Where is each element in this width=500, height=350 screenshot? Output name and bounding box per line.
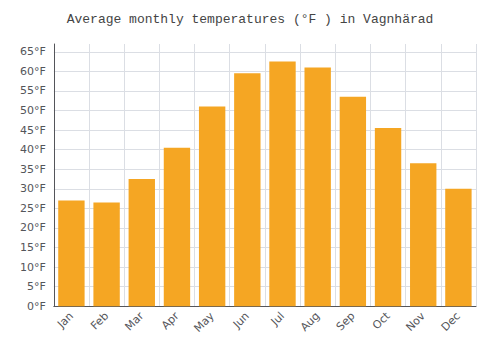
svg-text:50°F: 50°F: [20, 104, 46, 117]
svg-text:5°F: 5°F: [27, 280, 46, 293]
svg-text:40°F: 40°F: [20, 143, 46, 156]
svg-text:Apr: Apr: [159, 309, 182, 332]
svg-text:May: May: [191, 309, 217, 335]
svg-text:60°F: 60°F: [20, 65, 46, 78]
svg-text:Nov: Nov: [403, 309, 428, 334]
svg-text:Aug: Aug: [298, 310, 322, 334]
svg-text:Jun: Jun: [230, 310, 252, 332]
svg-text:Feb: Feb: [88, 310, 111, 333]
svg-text:25°F: 25°F: [20, 202, 46, 215]
svg-text:15°F: 15°F: [20, 241, 46, 254]
svg-text:Mar: Mar: [123, 309, 147, 333]
svg-text:Sep: Sep: [334, 310, 358, 334]
svg-text:65°F: 65°F: [20, 45, 46, 58]
svg-text:20°F: 20°F: [20, 221, 46, 234]
svg-text:55°F: 55°F: [20, 84, 46, 97]
svg-text:Oct: Oct: [370, 309, 393, 332]
svg-text:30°F: 30°F: [20, 182, 46, 195]
svg-text:35°F: 35°F: [20, 163, 46, 176]
svg-text:Average monthly temperatures (: Average monthly temperatures (°F ) in Va…: [67, 12, 434, 27]
svg-text:Jan: Jan: [54, 310, 76, 332]
svg-text:45°F: 45°F: [20, 124, 46, 137]
svg-text:Jul: Jul: [268, 310, 287, 329]
svg-text:Dec: Dec: [439, 310, 463, 334]
svg-text:0°F: 0°F: [27, 300, 46, 313]
svg-text:10°F: 10°F: [20, 261, 46, 274]
